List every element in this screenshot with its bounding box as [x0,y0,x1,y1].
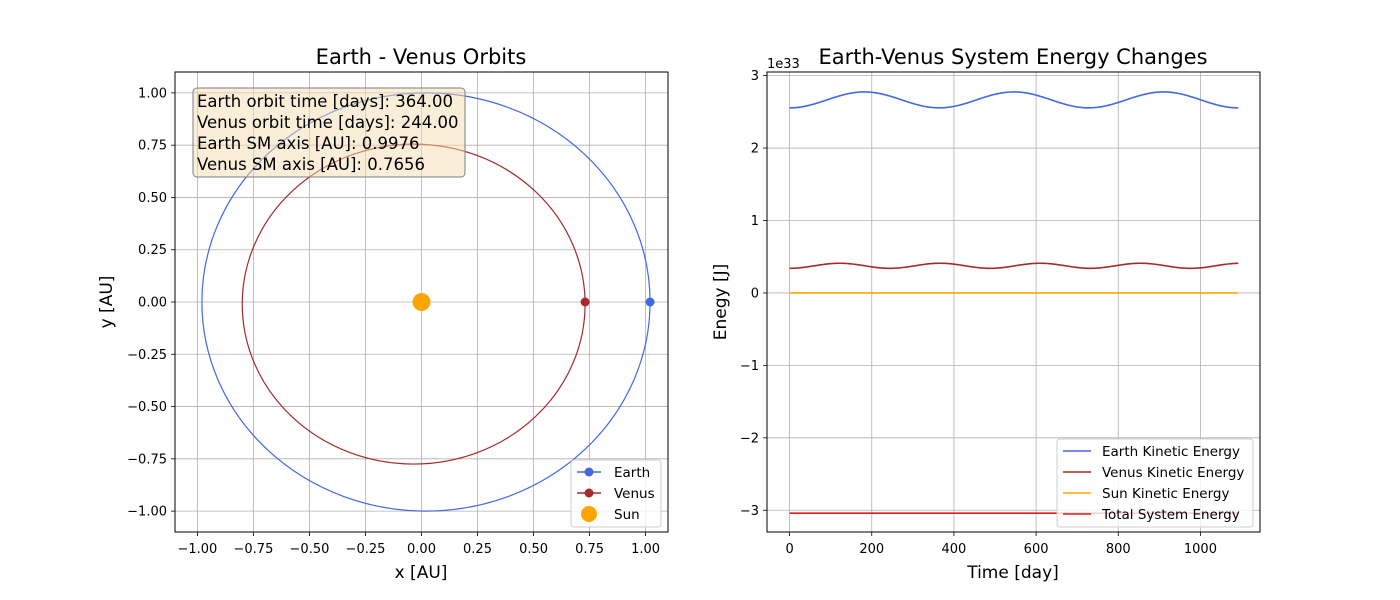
orbits-axes-frame [174,71,669,533]
x-tick-label: −0.50 [290,542,330,557]
y-tick-label: −1 [740,359,759,374]
legend-venus-marker [584,488,594,498]
x-tick-label: 0 [785,542,793,557]
legend-venus-label: Venus [614,486,655,502]
x-tick-label: 400 [942,542,967,557]
venus-kinetic-energy-series-line [789,262,1239,270]
y-tick-label: 1.00 [138,86,167,101]
x-tick-label: 0.75 [575,542,604,557]
x-tick-label: −1.00 [177,542,217,557]
y-tick-label: 0 [751,286,759,301]
legend-venus-ke-label: Venus Kinetic Energy [1102,465,1244,481]
x-tick-label: 800 [1106,542,1131,557]
energy-y-scale-label: 1e33 [767,57,800,72]
legend-earth-marker [584,467,594,477]
x-tick-label: 1.00 [631,542,660,557]
legend-sun-ke-label: Sun Kinetic Energy [1102,486,1229,502]
legend-earth-label: Earth [614,465,650,481]
y-tick-label: 0.75 [138,139,167,154]
energy-chart: Earth-Venus System Energy Changes 1e33 0… [711,45,1261,583]
info-line: Earth orbit time [days]: 364.00 [197,92,453,111]
energy-chart-title: Earth-Venus System Energy Changes [818,45,1207,69]
orbits-chart: Earth - Venus Orbits −1.00 −0.75 −0.50 −0.2… [97,45,669,583]
energy-y-axis-ticks: −3 −2 −1 0 1 2 3 [740,69,767,519]
orbits-x-axis-label: x [AU] [395,563,448,583]
energy-axes-frame [766,71,1261,533]
y-tick-label: 1 [751,214,759,229]
earth-kinetic-energy-series-line [789,91,1239,109]
orbits-legend: Earth Venus Sun [570,459,662,528]
y-tick-label: −0.50 [127,400,167,415]
y-tick-label: 2 [751,142,759,157]
x-tick-label: 1000 [1184,542,1217,557]
energy-legend: Earth Kinetic Energy Venus Kinetic Energ… [1056,438,1254,528]
orbits-info-box: Earth orbit time [days]: 364.00 Venus or… [192,87,466,178]
energy-y-axis-label: Enegy [J] [711,264,731,341]
y-tick-label: −3 [740,504,759,519]
x-tick-label: 0.25 [463,542,492,557]
x-tick-label: 600 [1024,542,1049,557]
info-line: Earth SM axis [AU]: 0.9976 [197,134,420,153]
x-tick-label: −0.25 [346,542,386,557]
y-tick-label: 0.00 [138,296,167,311]
y-tick-label: 3 [751,69,759,84]
legend-earth-ke-label: Earth Kinetic Energy [1102,444,1240,460]
x-tick-label: 0.50 [519,542,548,557]
x-tick-label: −0.75 [234,542,274,557]
orbits-chart-title: Earth - Venus Orbits [316,45,527,69]
energy-x-axis-label: Time [day] [966,563,1059,583]
y-tick-label: −0.75 [127,452,167,467]
info-line: Venus SM axis [AU]: 0.7656 [197,155,425,174]
info-box-background [192,87,466,178]
venus-position-marker [580,297,590,307]
y-tick-label: −2 [740,431,759,446]
sun-position-marker [412,293,431,311]
orbits-y-axis-ticks: −1.00 −0.75 −0.50 −0.25 0.00 0.25 0.50 0.75 1.00 [127,86,175,520]
y-tick-label: 0.50 [138,191,167,206]
y-tick-label: −0.25 [127,348,167,363]
legend-sun-label: Sun [614,507,640,523]
orbits-x-axis-ticks: −1.00 −0.75 −0.50 −0.25 0.00 0.25 0.50 0.75 1.00 [177,532,660,557]
energy-legend-frame [1056,438,1254,528]
legend-total-energy-label: Total System Energy [1101,507,1240,523]
energy-x-axis-ticks: 0 200 400 600 800 1000 [785,532,1217,557]
y-tick-label: −1.00 [127,505,167,520]
y-tick-label: 0.25 [138,243,167,258]
x-tick-label: 0.00 [407,542,436,557]
x-tick-label: 200 [859,542,884,557]
orbits-y-axis-label: y [AU] [97,276,117,329]
info-line: Venus orbit time [days]: 244.00 [197,113,458,132]
legend-sun-marker [581,506,597,522]
earth-position-marker [645,297,655,307]
